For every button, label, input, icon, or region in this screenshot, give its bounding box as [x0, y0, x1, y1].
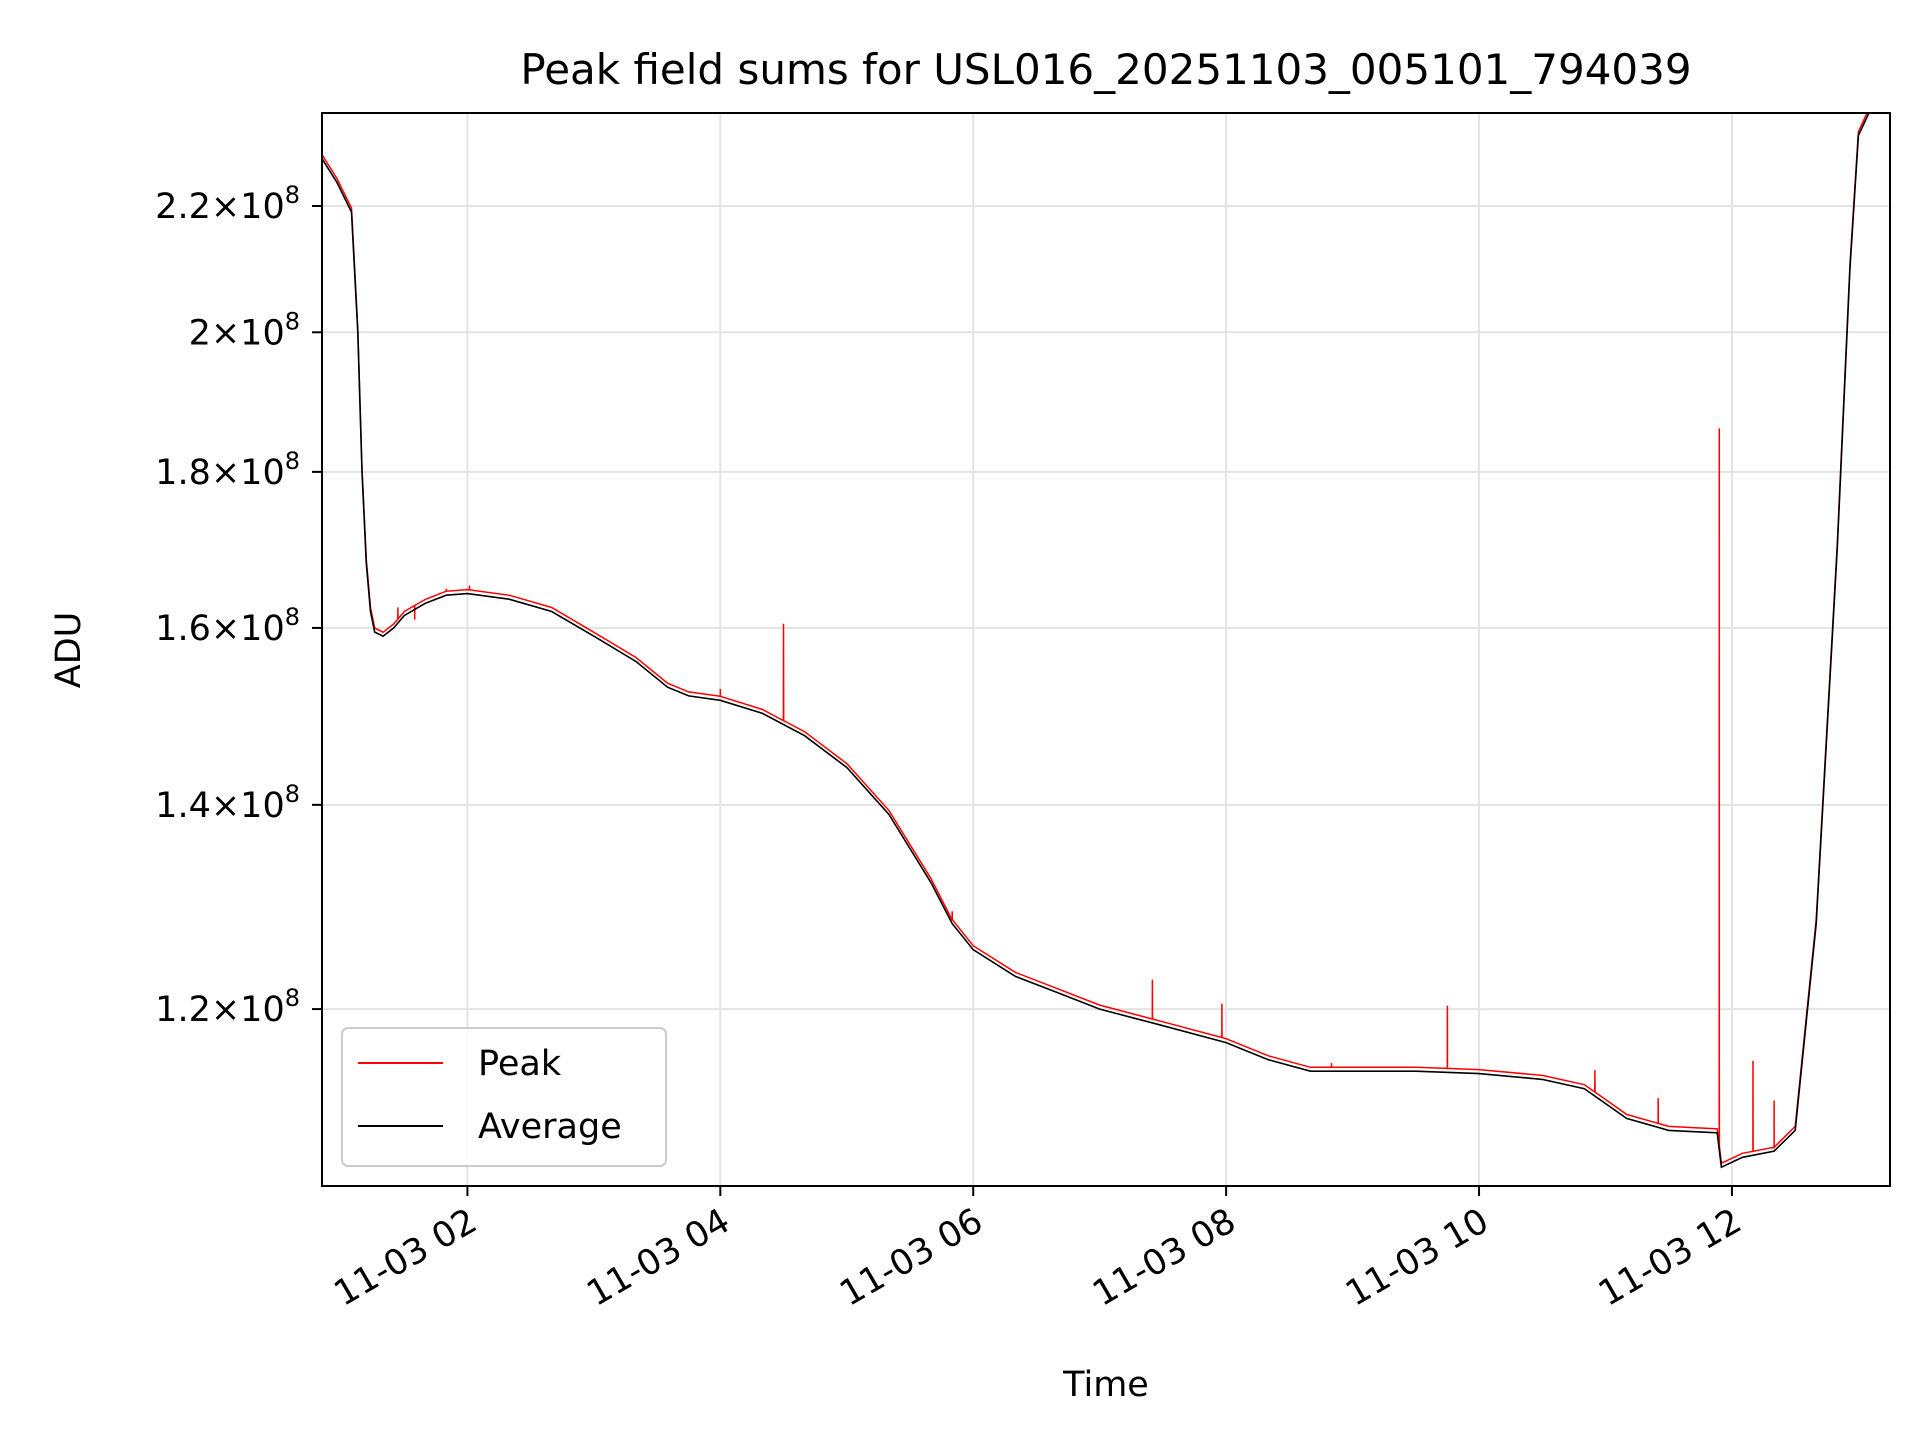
y-tick-exponent: 8: [285, 984, 300, 1012]
legend-label: Peak: [478, 1044, 562, 1084]
y-tick-times: ×: [211, 786, 240, 826]
y-tick-mantissa: 1.4: [155, 786, 211, 826]
y-tick-exponent: 8: [285, 780, 300, 808]
series-group: [322, 113, 1870, 1169]
grid-lines: [322, 113, 1890, 1186]
y-axis-label: ADU: [49, 612, 89, 689]
y-tick-base: 10: [240, 187, 285, 227]
y-tick-mantissa: 1.6: [155, 609, 211, 649]
y-tick-base: 10: [240, 990, 285, 1030]
y-tick-label: 1.6×108: [155, 603, 300, 649]
series-line-average: [322, 113, 1870, 1169]
y-tick-base: 10: [240, 609, 285, 649]
legend-label: Average: [478, 1107, 622, 1147]
y-tick-base: 10: [240, 786, 285, 826]
legend: Peak Average: [341, 1027, 667, 1167]
chart-title: Peak field sums for USL016_20251103_0051…: [520, 45, 1691, 94]
y-tick-mantissa: 1.8: [155, 453, 211, 493]
y-tick-base: 10: [240, 453, 285, 493]
y-tick-exponent: 8: [285, 307, 300, 335]
series-line-peak: [322, 113, 1868, 1165]
y-tick-times: ×: [211, 187, 240, 227]
y-tick-mantissa: 2.2: [155, 187, 211, 227]
y-tick-exponent: 8: [285, 603, 300, 631]
y-tick-times: ×: [211, 990, 240, 1030]
y-tick-label: 1.4×108: [155, 780, 300, 826]
y-tick-exponent: 8: [285, 447, 300, 475]
y-tick-base: 10: [240, 313, 285, 353]
y-tick-label: 1.8×108: [155, 447, 300, 493]
y-tick-label: 2×108: [189, 307, 300, 353]
plot-series: [322, 113, 1870, 1169]
y-tick-label: 1.2×108: [155, 984, 300, 1030]
y-tick-mantissa: 1.2: [155, 990, 211, 1030]
y-tick-times: ×: [211, 453, 240, 493]
y-tick-times: ×: [211, 313, 240, 353]
x-axis-label: Time: [1062, 1365, 1149, 1405]
y-tick-exponent: 8: [285, 181, 300, 209]
y-tick-times: ×: [211, 609, 240, 649]
y-tick-label: 2.2×108: [155, 181, 300, 227]
y-tick-mantissa: 2: [189, 313, 211, 353]
plot-frame: [321, 112, 1891, 1187]
